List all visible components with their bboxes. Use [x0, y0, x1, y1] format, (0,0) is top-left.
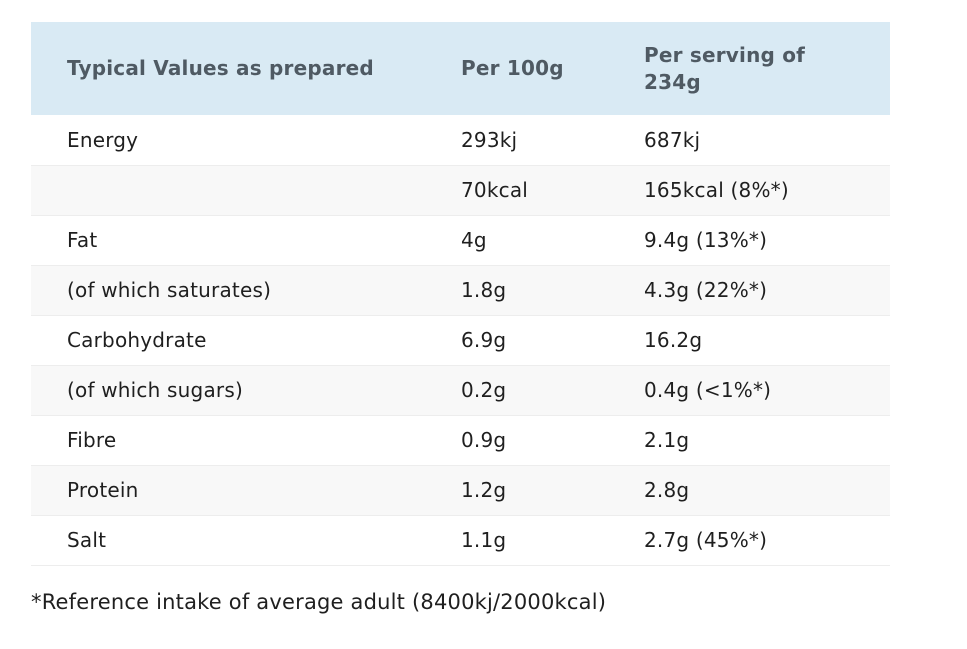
row-per-serving: 2.7g (45%*) [608, 514, 890, 566]
header-row: Typical Values as prepared Per 100g Per … [31, 22, 890, 115]
header-per-serving: Per serving of 234g [608, 22, 890, 115]
table-row-energy: Energy 293kj 687kj [31, 115, 890, 165]
nutrition-table-container: Typical Values as prepared Per 100g Per … [31, 22, 890, 566]
row-label: Fat [31, 214, 425, 265]
row-label: (of which saturates) [31, 264, 425, 315]
row-per-100g: 70kcal [425, 164, 608, 215]
table-row-carbohydrate: Carbohydrate 6.9g 16.2g [31, 314, 890, 365]
row-per-100g: 4g [425, 214, 608, 265]
reference-intake-footnote: *Reference intake of average adult (8400… [31, 590, 607, 614]
row-per-100g: 1.8g [425, 264, 608, 315]
row-per-serving: 0.4g (<1%*) [608, 364, 890, 415]
row-per-serving: 2.8g [608, 464, 890, 515]
row-label [31, 164, 425, 215]
table-row-sugars: (of which sugars) 0.2g 0.4g (<1%*) [31, 364, 890, 415]
row-per-serving: 687kj [644, 127, 701, 152]
header-typical-values: Typical Values as prepared [31, 22, 425, 115]
header-typical-values-label: Typical Values as prepared [67, 56, 374, 80]
row-label: Carbohydrate [31, 314, 425, 365]
row-per-serving: 4.3g (22%*) [608, 264, 890, 315]
row-label: Protein [31, 464, 425, 515]
table-row-protein: Protein 1.2g 2.8g [31, 464, 890, 515]
table-row-energy-kcal: 70kcal 165kcal (8%*) [31, 164, 890, 215]
row-per-100g: 1.1g [425, 514, 608, 566]
header-per-100g-label: Per 100g [461, 56, 564, 80]
header-per-serving-label: Per serving of 234g [644, 42, 806, 94]
row-per-100g: 1.2g [425, 464, 608, 515]
header-per-100g: Per 100g [425, 22, 608, 115]
table-row-fibre: Fibre 0.9g 2.1g [31, 414, 890, 465]
row-label: Salt [31, 514, 425, 566]
row-per-100g: 0.9g [425, 414, 608, 465]
row-per-serving: 16.2g [608, 314, 890, 365]
table-body: Energy 293kj 687kj 70kcal 165kcal (8%*) … [31, 115, 890, 566]
table-row-saturates: (of which saturates) 1.8g 4.3g (22%*) [31, 264, 890, 315]
table-row-salt: Salt 1.1g 2.7g (45%*) [31, 514, 890, 566]
row-label: Fibre [31, 414, 425, 465]
table-header: Typical Values as prepared Per 100g Per … [31, 22, 890, 115]
row-per-serving: 165kcal (8%*) [608, 164, 890, 215]
table-row-fat: Fat 4g 9.4g (13%*) [31, 214, 890, 265]
row-per-serving: 9.4g (13%*) [608, 214, 890, 265]
row-per-100g: 293kj [461, 127, 518, 152]
row-per-100g: 0.2g [425, 364, 608, 415]
row-per-serving: 2.1g [608, 414, 890, 465]
row-per-100g: 6.9g [425, 314, 608, 365]
nutrition-table: Typical Values as prepared Per 100g Per … [31, 22, 890, 566]
row-label: Energy [67, 127, 139, 152]
row-label: (of which sugars) [31, 364, 425, 415]
